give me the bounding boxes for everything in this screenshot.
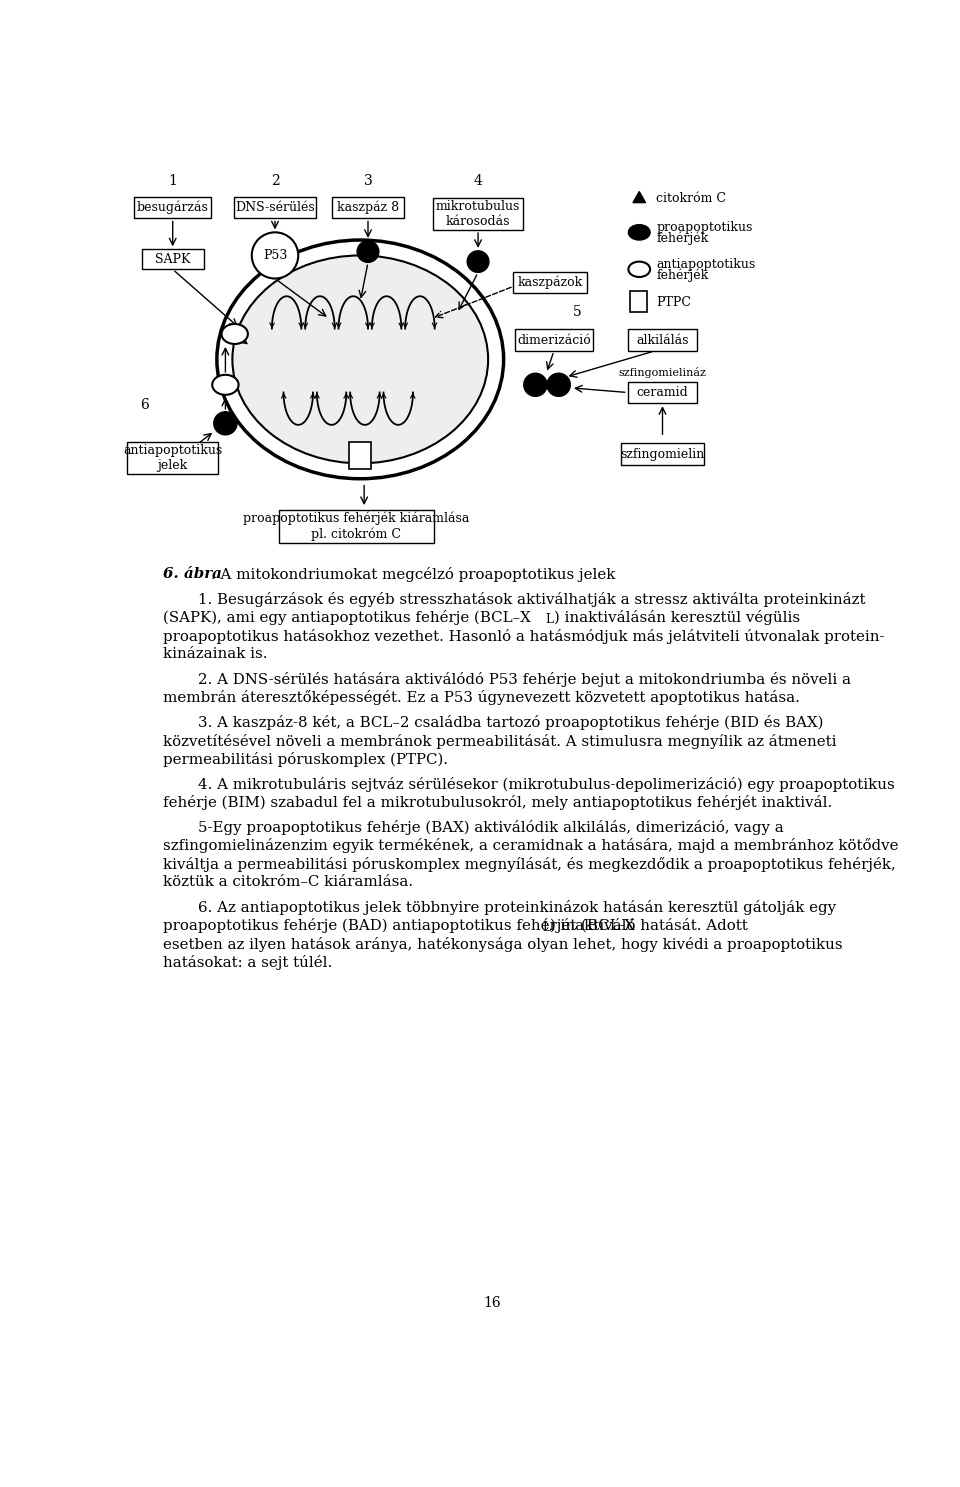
- Text: kaszpáz 8: kaszpáz 8: [337, 201, 399, 214]
- Text: szfingomielin: szfingomielin: [620, 448, 705, 461]
- FancyBboxPatch shape: [278, 510, 434, 543]
- FancyBboxPatch shape: [628, 382, 697, 403]
- Text: szfingomielinázenzim egyik termékének, a ceramidnak a hatására, majd a membránho: szfingomielinázenzim egyik termékének, a…: [162, 839, 899, 854]
- Text: antiapoptotikus: antiapoptotikus: [657, 259, 756, 271]
- Text: alkilálás: alkilálás: [636, 333, 688, 346]
- Text: 4. A mikrotubuláris sejtváz sérülésekor (mikrotubulus-depolimerizáció) egy proap: 4. A mikrotubuláris sejtváz sérülésekor …: [198, 776, 895, 791]
- FancyBboxPatch shape: [142, 250, 204, 269]
- Circle shape: [547, 373, 570, 397]
- Text: fehérjék: fehérjék: [657, 269, 708, 283]
- Text: P53: P53: [263, 248, 287, 262]
- Text: 6: 6: [140, 399, 149, 412]
- Circle shape: [357, 241, 379, 262]
- Circle shape: [468, 251, 489, 272]
- FancyBboxPatch shape: [628, 329, 697, 351]
- Text: kinázainak is.: kinázainak is.: [162, 647, 267, 662]
- FancyBboxPatch shape: [621, 443, 705, 465]
- Text: . A mitokondriumokat megcélzó proapoptotikus jelek: . A mitokondriumokat megcélzó proapoptot…: [211, 567, 615, 583]
- Text: membrán áteresztőképességét. Ez a P53 úgynevezett közvetett apoptotikus hatása.: membrán áteresztőképességét. Ez a P53 úg…: [162, 690, 800, 705]
- FancyBboxPatch shape: [349, 442, 372, 468]
- Text: 1: 1: [168, 174, 178, 187]
- Circle shape: [252, 232, 299, 278]
- FancyBboxPatch shape: [516, 329, 592, 351]
- Text: 2: 2: [271, 174, 279, 187]
- Text: L: L: [542, 920, 550, 934]
- Text: 3. A kaszpáz-8 két, a BCL–2 családba tartozó proapoptotikus fehérje (BID és BAX): 3. A kaszpáz-8 két, a BCL–2 családba tar…: [198, 715, 823, 730]
- Text: köztük a citokróm–C kiáramlása.: köztük a citokróm–C kiáramlása.: [162, 876, 413, 889]
- FancyBboxPatch shape: [434, 198, 522, 230]
- Circle shape: [524, 373, 547, 397]
- Text: szfingomielináz: szfingomielináz: [618, 367, 707, 378]
- Text: dimerizáció: dimerizáció: [517, 333, 590, 346]
- Ellipse shape: [217, 239, 504, 479]
- Text: esetben az ilyen hatások aránya, hatékonysága olyan lehet, hogy kivédi a proapop: esetben az ilyen hatások aránya, hatékon…: [162, 937, 842, 952]
- FancyBboxPatch shape: [134, 196, 211, 219]
- Text: 3: 3: [364, 174, 372, 187]
- Ellipse shape: [629, 262, 650, 277]
- Text: ceramid: ceramid: [636, 387, 688, 399]
- Text: proapoptotikus hatásokhoz vezethet. Hasonló a hatásmódjuk más jelátviteli útvona: proapoptotikus hatásokhoz vezethet. Haso…: [162, 629, 884, 644]
- Text: proapoptotikus fehérje (BAD) antiapoptotikus fehérjét (BCL-X: proapoptotikus fehérje (BAD) antiapoptot…: [162, 919, 635, 934]
- Text: mikrotubulus
károsodás: mikrotubulus károsodás: [436, 199, 520, 228]
- FancyBboxPatch shape: [234, 196, 316, 219]
- Text: fehérjék: fehérjék: [657, 232, 708, 245]
- FancyBboxPatch shape: [514, 272, 587, 293]
- Text: kiváltja a permeabilitási póruskomplex megnyílását, és megkezdődik a proapoptoti: kiváltja a permeabilitási póruskomplex m…: [162, 857, 896, 871]
- Text: 2. A DNS-sérülés hatására aktiválódó P53 fehérje bejut a mitokondriumba és növel: 2. A DNS-sérülés hatására aktiválódó P53…: [198, 672, 851, 687]
- Polygon shape: [633, 192, 645, 202]
- Text: fehérje (BIM) szabadul fel a mikrotubulusokról, mely antiapoptotikus fehérjét in: fehérje (BIM) szabadul fel a mikrotubulu…: [162, 796, 832, 810]
- Text: ) inaktiválásán keresztül végülis: ) inaktiválásán keresztül végülis: [554, 610, 800, 626]
- Text: 1. Besugárzások és egyéb stresszhatások aktiválhatják a stressz aktiválta protei: 1. Besugárzások és egyéb stresszhatások …: [198, 592, 865, 607]
- Text: 6. Az antiapoptotikus jelek többnyire proteinkinázok hatásán keresztül gátolják : 6. Az antiapoptotikus jelek többnyire pr…: [198, 900, 835, 915]
- Text: proapoptotikus fehérjék kiáramlása
pl. citokróm C: proapoptotikus fehérjék kiáramlása pl. c…: [243, 512, 469, 541]
- FancyBboxPatch shape: [630, 291, 647, 312]
- Text: citokróm C: citokróm C: [657, 192, 727, 205]
- Ellipse shape: [629, 225, 650, 239]
- Ellipse shape: [232, 256, 488, 464]
- Text: PTPC: PTPC: [657, 296, 691, 309]
- Text: 5-Egy proapoptotikus fehérje (BAX) aktiválódik alkilálás, dimerizáció, vagy a: 5-Egy proapoptotikus fehérje (BAX) aktiv…: [198, 819, 783, 834]
- Text: permeabilitási póruskomplex (PTPC).: permeabilitási póruskomplex (PTPC).: [162, 752, 447, 767]
- Text: közvetítésével növeli a membránok permeabilitását. A stimulusra megnyílik az átm: közvetítésével növeli a membránok permea…: [162, 733, 836, 748]
- Circle shape: [214, 412, 237, 434]
- Text: 6. ábra: 6. ábra: [162, 567, 222, 581]
- FancyBboxPatch shape: [332, 196, 404, 219]
- Text: 4: 4: [473, 174, 483, 187]
- Text: besugárzás: besugárzás: [136, 201, 208, 214]
- Text: hatásokat: a sejt túlél.: hatásokat: a sejt túlél.: [162, 955, 332, 971]
- Text: DNS-sérülés: DNS-sérülés: [235, 201, 315, 214]
- Text: SAPK: SAPK: [155, 253, 190, 266]
- FancyBboxPatch shape: [127, 442, 219, 474]
- Text: L: L: [545, 613, 554, 626]
- Text: (SAPK), ami egy antiapoptotikus fehérje (BCL–X: (SAPK), ami egy antiapoptotikus fehérje …: [162, 610, 530, 626]
- Text: antiapoptotikus
jelek: antiapoptotikus jelek: [123, 445, 223, 471]
- Text: ) inaktiváló hatását. Adott: ) inaktiváló hatását. Adott: [550, 919, 748, 932]
- Text: 5: 5: [573, 305, 582, 318]
- Text: proapoptotikus: proapoptotikus: [657, 222, 753, 235]
- Text: kaszpázok: kaszpázok: [517, 275, 583, 288]
- Ellipse shape: [212, 375, 239, 396]
- Ellipse shape: [222, 324, 248, 343]
- Text: 16: 16: [483, 1295, 501, 1310]
